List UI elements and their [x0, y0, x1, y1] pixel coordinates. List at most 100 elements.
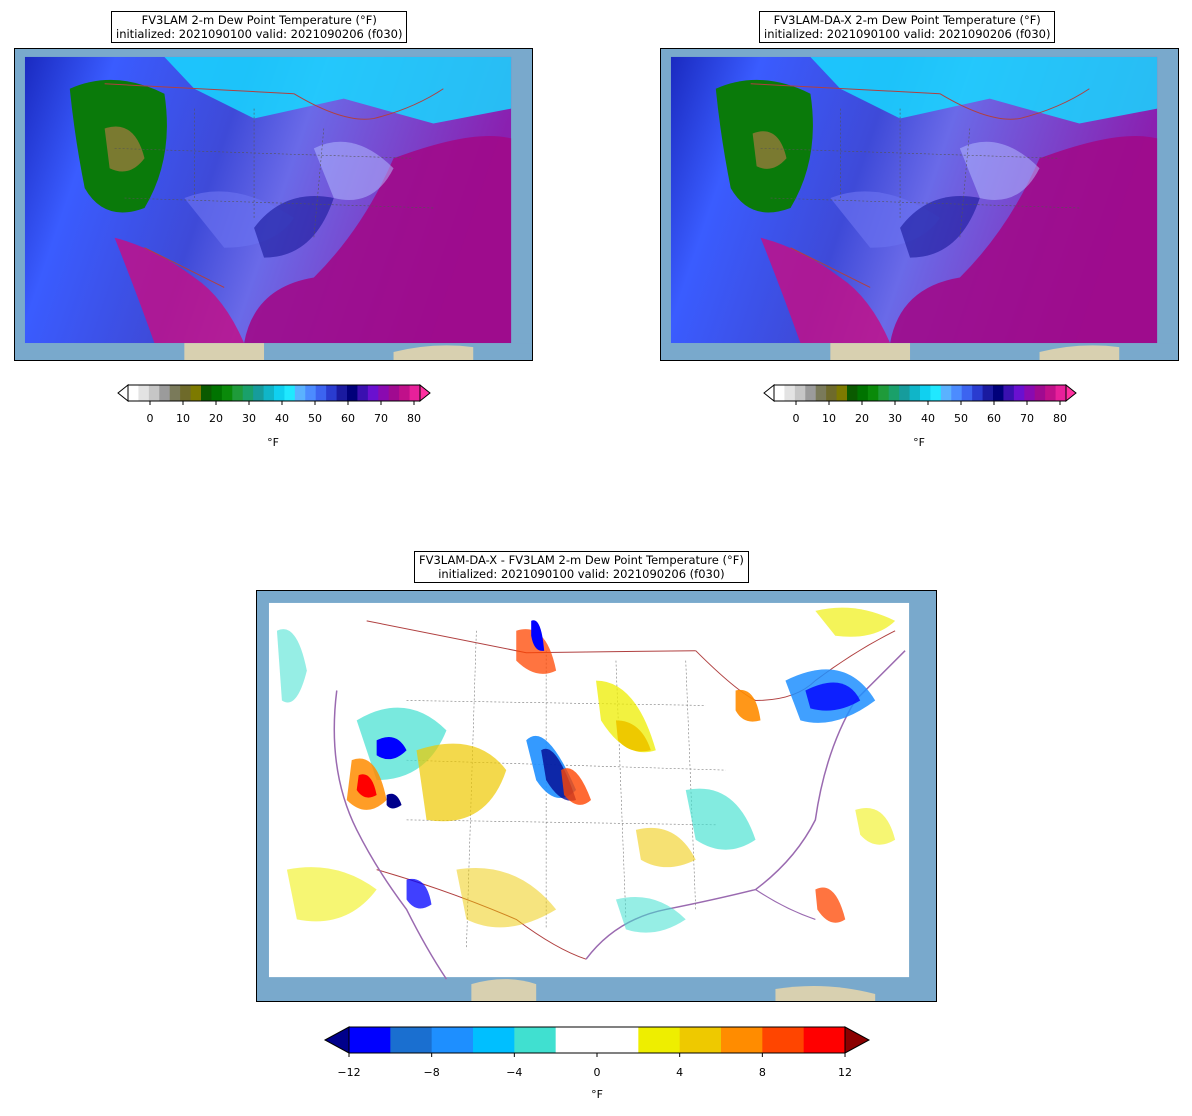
panel2-colorbar-tick-label: 70: [1020, 412, 1034, 425]
panel2-colorbar-swatch: [1003, 385, 1015, 401]
panel1-colorbar-swatch: [336, 385, 348, 401]
panel2-colorbar-swatch: [847, 385, 858, 401]
panel1-colorbar-outline: [127, 384, 421, 402]
panel1-colorbar: 0 10 20 30 40 50 60 70 80 °F: [117, 383, 431, 449]
diff-colorbar-swatch: [555, 1027, 598, 1053]
panel1-colorbar-swatch: [294, 385, 306, 401]
diff-colorbar-swatch: [597, 1027, 639, 1053]
panel2-colorbar-swatch: [982, 385, 994, 401]
panel1-map[interactable]: [14, 48, 533, 361]
diff-colorbar-over-extend: [844, 1026, 871, 1054]
panel2-colorbar: 0 10 20 30 40 50 60 70 80 °F: [763, 383, 1077, 449]
panel2-colorbar-swatch: [940, 385, 952, 401]
panel1-colorbar-swatch: [128, 385, 139, 401]
panel1-colorbar-swatch: [357, 385, 369, 401]
panel2-title-line2: initialized: 2021090100 valid: 202109020…: [764, 27, 1051, 41]
diff-panel-title: FV3LAM-DA-X - FV3LAM 2-m Dew Point Tempe…: [414, 551, 749, 583]
panel1-colorbar-unit: °F: [267, 436, 279, 449]
panel2-colorbar-over-extend: [1065, 383, 1077, 403]
diff-colorbar-tick-label: −8: [423, 1066, 440, 1079]
panel1-colorbar-swatch: [378, 385, 390, 401]
panel1-colorbar-swatch: [263, 385, 275, 401]
diff-colorbar-swatch: [473, 1027, 515, 1053]
panel1-colorbar-swatch: [190, 385, 202, 401]
panel2-colorbar-swatch: [815, 385, 827, 401]
panel1-colorbar-swatch: [159, 385, 171, 401]
panel2-colorbar-swatch: [1034, 385, 1046, 401]
panel2-colorbar-swatch: [899, 385, 911, 401]
panel1-colorbar-swatch: [211, 385, 223, 401]
panel2-colorbar-tick-label: 10: [822, 412, 836, 425]
panel2-colorbar-tick-label: 80: [1053, 412, 1067, 425]
panel2-colorbar-swatch: [1013, 385, 1025, 401]
panel1-colorbar-tick-label: 30: [242, 412, 256, 425]
diff-colorbar-tick-label: −12: [337, 1066, 361, 1079]
panel2-map[interactable]: [660, 48, 1179, 361]
panel1-title-line2: initialized: 2021090100 valid: 202109020…: [116, 27, 403, 41]
panel1-colorbar-swatch: [326, 385, 338, 401]
panel2-colorbar-swatch: [972, 385, 984, 401]
panel1-colorbar-swatch: [201, 385, 212, 401]
panel1-colorbar-swatch: [399, 385, 411, 401]
panel1-colorbar-swatch: [284, 385, 296, 401]
panel1-colorbar-swatch: [367, 385, 379, 401]
panel1-colorbar-swatch: [221, 385, 233, 401]
panel2-colorbar-swatch: [836, 385, 848, 401]
diff-colorbar-tick-label: 0: [593, 1066, 601, 1079]
diff-colorbar-swatch: [349, 1027, 391, 1053]
panel2-colorbar-swatch: [1024, 385, 1036, 401]
panel2-colorbar-tick-label: 0: [792, 412, 800, 425]
panel1-colorbar-tick-label: 20: [209, 412, 223, 425]
panel1-colorbar-swatch: [347, 385, 358, 401]
panel1-colorbar-swatch: [409, 385, 421, 401]
panel1-colorbar-under-extend: [117, 383, 129, 403]
panel1-colorbar-swatch: [169, 385, 181, 401]
panel2-colorbar-swatch: [826, 385, 838, 401]
panel2-colorbar-tick-label: 30: [888, 412, 902, 425]
panel2-colorbar-bar: [763, 383, 1077, 405]
panel1-colorbar-swatch: [315, 385, 327, 401]
panel2-colorbar-tick-label: 20: [855, 412, 869, 425]
diff-map[interactable]: [256, 590, 937, 1002]
diff-colorbar-swatch: [638, 1027, 681, 1053]
panel2-colorbar-swatch: [878, 385, 890, 401]
diff-colorbar-swatch: [679, 1027, 722, 1053]
panel1-colorbar-swatch: [274, 385, 285, 401]
panel1-colorbar-tick-label: 70: [374, 412, 388, 425]
diff-colorbar-tick-label: 8: [758, 1066, 766, 1079]
panel2-colorbar-swatch: [920, 385, 931, 401]
diff-colorbar-tick-label: −4: [506, 1066, 523, 1079]
panel1-colorbar-swatch: [180, 385, 192, 401]
panel1-colorbar-tick-label: 80: [407, 412, 421, 425]
panel2-colorbar-swatch: [930, 385, 942, 401]
panel2-colorbar-swatch: [1055, 385, 1067, 401]
panel2-title: FV3LAM-DA-X 2-m Dew Point Temperature (°…: [759, 11, 1056, 43]
diff-colorbar-swatch: [762, 1027, 805, 1053]
panel1-colorbar-swatch: [148, 385, 160, 401]
panel2-colorbar-tick-label: 40: [921, 412, 935, 425]
panel1-colorbar-swatch: [305, 385, 317, 401]
panel2-colorbar-swatch: [784, 385, 796, 401]
panel1-title: FV3LAM 2-m Dew Point Temperature (°F) in…: [111, 11, 408, 43]
diff-colorbar-under-extend: [323, 1026, 350, 1054]
diff-colorbar-swatch: [431, 1027, 474, 1053]
diff-colorbar-tick-label: 4: [676, 1066, 684, 1079]
panel1-colorbar-tick-label: 0: [146, 412, 154, 425]
diff-colorbar-bar: [323, 1026, 871, 1057]
panel2-colorbar-swatch: [1045, 385, 1057, 401]
panel1-colorbar-tick-label: 40: [275, 412, 289, 425]
panel2-colorbar-swatch: [951, 385, 963, 401]
diff-title-line1: FV3LAM-DA-X - FV3LAM 2-m Dew Point Tempe…: [419, 553, 744, 567]
panel2-colorbar-swatch: [867, 385, 879, 401]
panel2-colorbar-swatch: [993, 385, 1004, 401]
panel1-colorbar-swatch: [253, 385, 265, 401]
panel2-colorbar-swatch: [857, 385, 869, 401]
diff-colorbar-swatch: [514, 1027, 557, 1053]
panel1-colorbar-bar: [117, 383, 431, 405]
panel1-colorbar-swatch: [388, 385, 400, 401]
diff-colorbar-tick-label: 12: [838, 1066, 853, 1079]
panel1-title-line1: FV3LAM 2-m Dew Point Temperature (°F): [141, 13, 377, 27]
panel2-colorbar-swatch: [774, 385, 785, 401]
panel1-colorbar-over-extend: [419, 383, 431, 403]
panel2-colorbar-unit: °F: [913, 436, 925, 449]
